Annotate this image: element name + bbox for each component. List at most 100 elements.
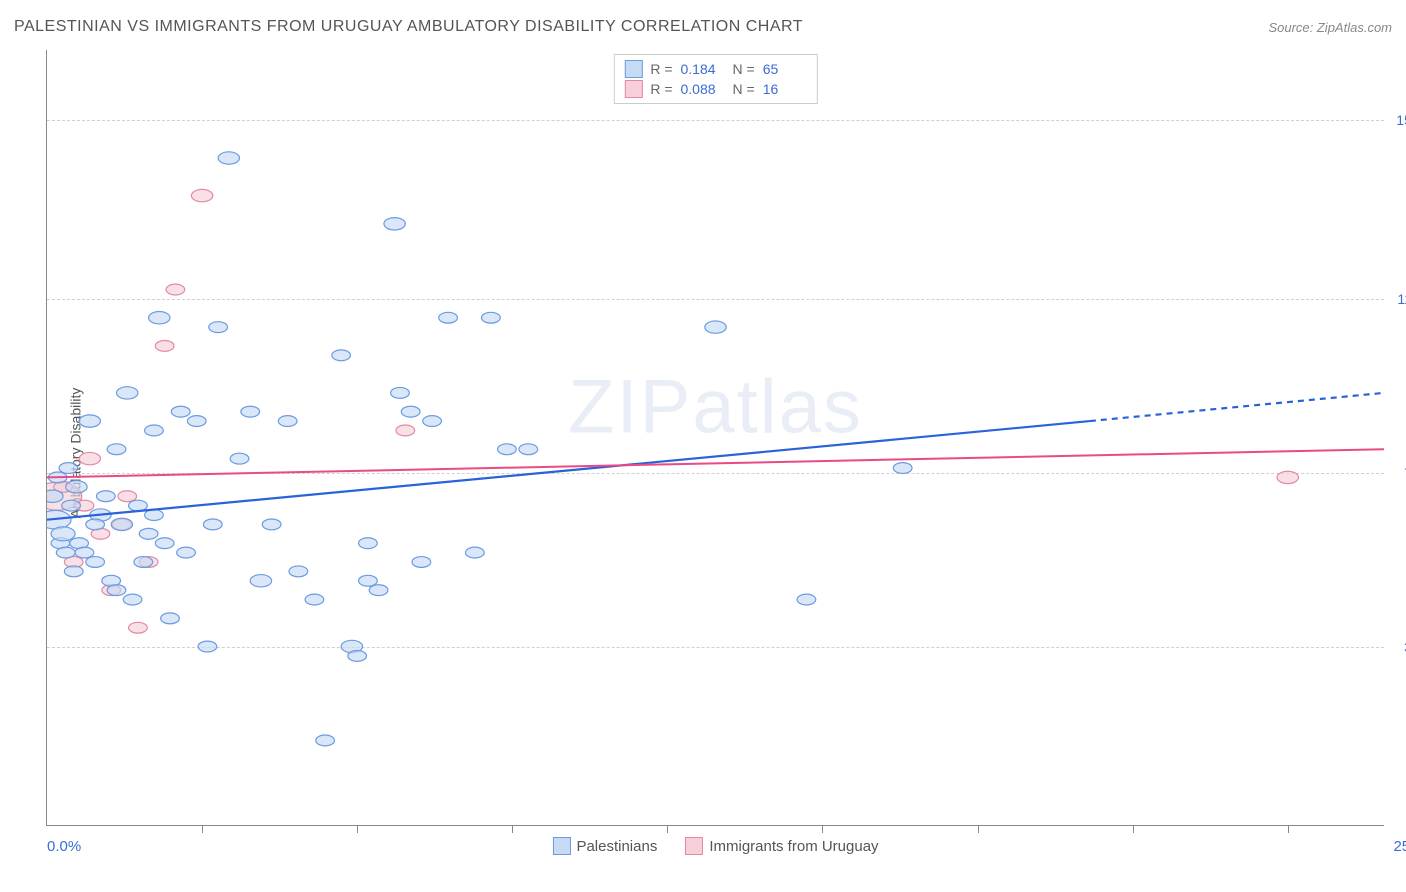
plot-area: ZIPatlas R = 0.184 N = 65 R = 0.088 N = …: [46, 50, 1384, 826]
data-point: [129, 622, 148, 633]
data-point: [332, 350, 351, 361]
data-point: [111, 518, 132, 530]
data-point: [439, 312, 458, 323]
data-point: [401, 406, 420, 417]
y-tick-label: 15.0%: [1396, 112, 1406, 128]
data-point: [145, 425, 164, 436]
trend-line: [47, 449, 1384, 477]
data-point: [62, 500, 81, 511]
n-label: N =: [733, 81, 755, 97]
data-point: [412, 557, 431, 568]
data-point: [316, 735, 335, 746]
stats-row-series-2: R = 0.088 N = 16: [624, 79, 806, 99]
data-point: [519, 444, 538, 455]
data-point: [423, 416, 442, 427]
data-point: [262, 519, 281, 530]
legend-label-series-1: Palestinians: [576, 838, 657, 855]
data-point: [139, 528, 158, 539]
data-point: [391, 387, 410, 398]
data-point: [359, 538, 378, 549]
chart-title: PALESTINIAN VS IMMIGRANTS FROM URUGUAY A…: [14, 18, 803, 36]
data-point: [107, 585, 126, 596]
series-legend: Palestinians Immigrants from Uruguay: [552, 837, 878, 855]
source-attribution: Source: ZipAtlas.com: [1268, 20, 1392, 35]
data-point: [359, 575, 378, 586]
r-label: R =: [650, 81, 672, 97]
data-point: [348, 650, 367, 661]
n-label: N =: [733, 61, 755, 77]
scatter-svg: [47, 50, 1384, 825]
data-point: [305, 594, 324, 605]
r-value-series-1: 0.184: [681, 61, 725, 77]
data-point: [56, 547, 75, 558]
data-point: [396, 425, 415, 436]
data-point: [107, 444, 126, 455]
data-point: [177, 547, 196, 558]
x-tick: [512, 825, 513, 833]
stats-legend: R = 0.184 N = 65 R = 0.088 N = 16: [613, 54, 817, 104]
chart-container: Ambulatory Disability ZIPatlas R = 0.184…: [46, 50, 1384, 856]
data-point: [1277, 471, 1298, 483]
data-point: [79, 452, 100, 464]
data-point: [289, 566, 308, 577]
x-tick: [822, 825, 823, 833]
data-point: [203, 519, 222, 530]
legend-label-series-2: Immigrants from Uruguay: [709, 838, 878, 855]
r-label: R =: [650, 61, 672, 77]
stats-row-series-1: R = 0.184 N = 65: [624, 59, 806, 79]
data-point: [218, 152, 239, 164]
data-point: [161, 613, 180, 624]
x-tick: [202, 825, 203, 833]
data-point: [166, 284, 185, 295]
data-point: [171, 406, 190, 417]
trend-line-extrapolated: [1090, 393, 1384, 421]
data-point: [86, 519, 105, 530]
legend-item-series-2: Immigrants from Uruguay: [685, 837, 878, 855]
data-point: [482, 312, 501, 323]
x-tick: [357, 825, 358, 833]
data-point: [47, 490, 63, 502]
data-point: [149, 312, 170, 324]
x-tick: [1288, 825, 1289, 833]
data-point: [278, 416, 297, 427]
n-value-series-1: 65: [763, 61, 807, 77]
data-point: [498, 444, 517, 455]
swatch-series-1: [552, 837, 570, 855]
trend-line: [47, 421, 1090, 520]
data-point: [96, 491, 115, 502]
data-point: [797, 594, 816, 605]
chart-header: PALESTINIAN VS IMMIGRANTS FROM URUGUAY A…: [14, 18, 1392, 36]
data-point: [155, 538, 174, 549]
x-tick: [1133, 825, 1134, 833]
data-point: [86, 557, 105, 568]
n-value-series-2: 16: [763, 81, 807, 97]
x-tick: [667, 825, 668, 833]
data-point: [51, 527, 75, 541]
r-value-series-2: 0.088: [681, 81, 725, 97]
y-tick-label: 11.2%: [1397, 291, 1406, 307]
swatch-series-2: [685, 837, 703, 855]
data-point: [705, 321, 726, 333]
data-point: [250, 575, 271, 587]
x-axis-start-label: 0.0%: [47, 838, 81, 855]
data-point: [75, 547, 94, 558]
data-point: [369, 585, 388, 596]
data-point: [64, 566, 83, 577]
data-point: [117, 387, 138, 399]
data-point: [134, 557, 153, 568]
data-point: [198, 641, 217, 652]
data-point: [241, 406, 260, 417]
data-point: [384, 218, 405, 230]
x-axis-end-label: 25.0%: [1393, 838, 1406, 855]
data-point: [893, 463, 912, 474]
data-point: [230, 453, 249, 464]
data-point: [123, 594, 142, 605]
data-point: [66, 481, 87, 493]
data-point: [187, 416, 206, 427]
swatch-series-1: [624, 60, 642, 78]
data-point: [79, 415, 100, 427]
data-point: [465, 547, 484, 558]
swatch-series-2: [624, 80, 642, 98]
x-tick: [978, 825, 979, 833]
data-point: [209, 322, 228, 333]
